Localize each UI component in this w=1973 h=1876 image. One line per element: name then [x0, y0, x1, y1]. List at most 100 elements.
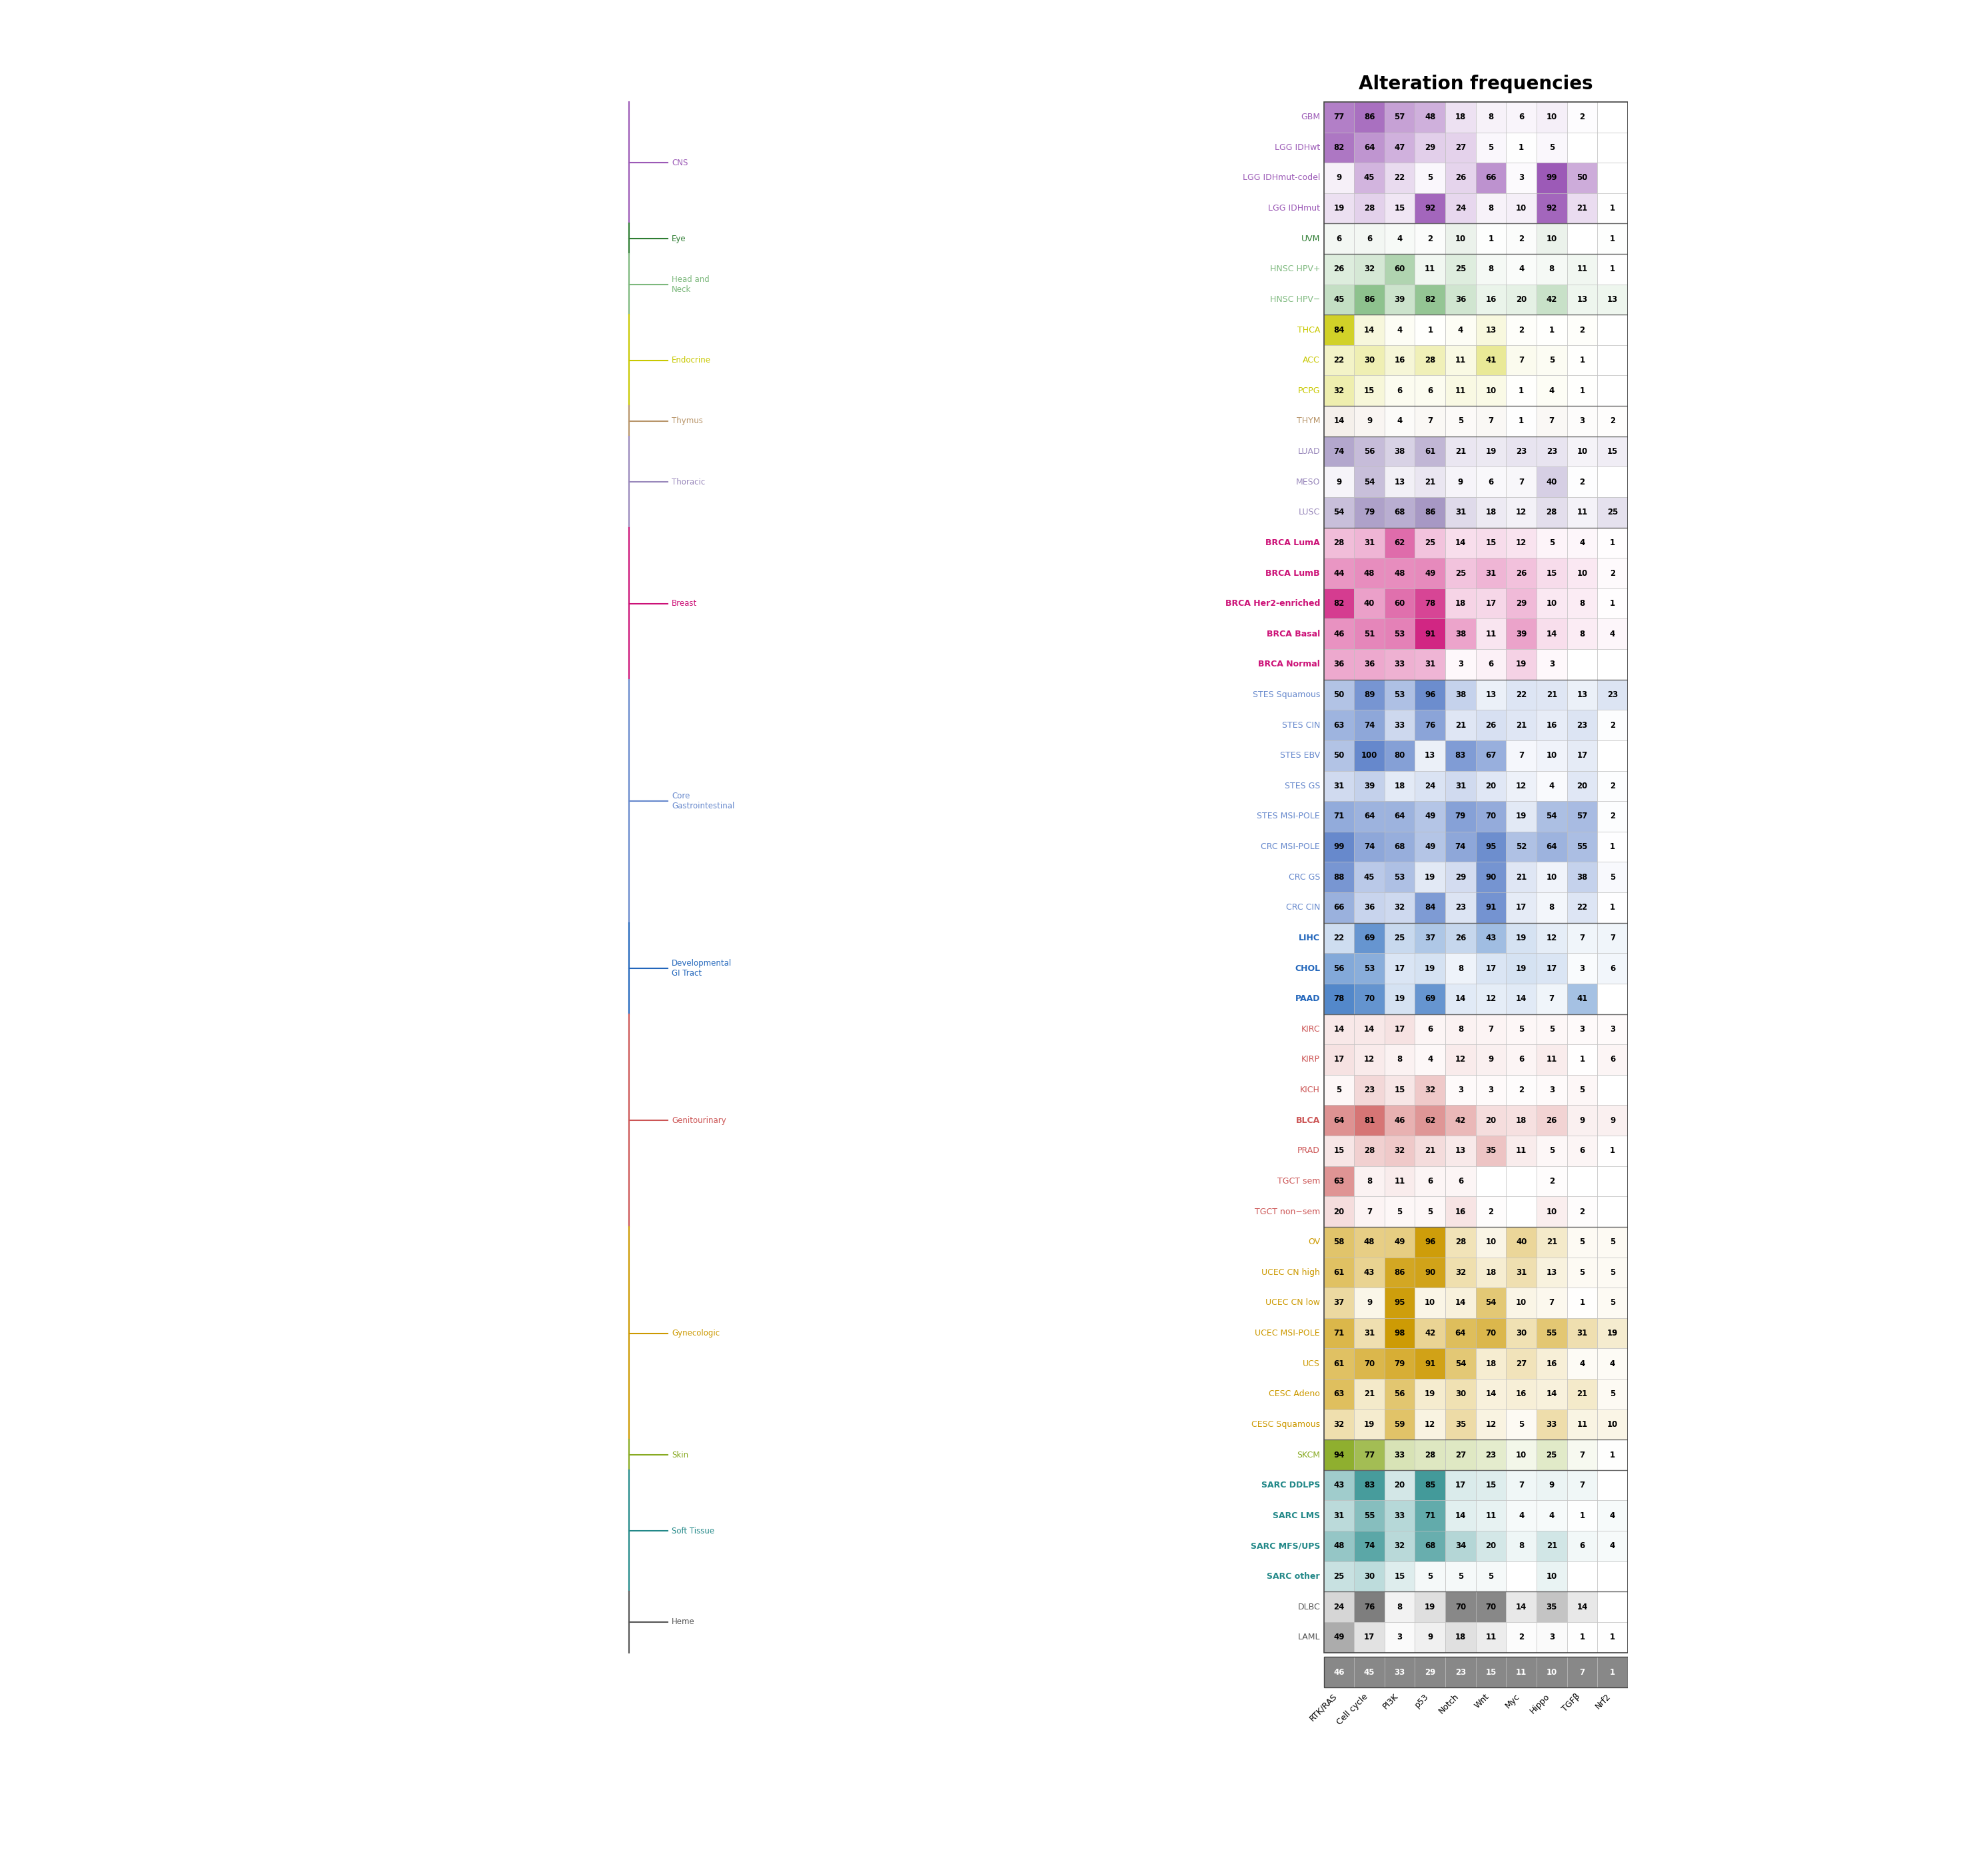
Text: 18: 18 [1486, 508, 1496, 516]
Text: 9: 9 [1367, 416, 1371, 426]
Bar [1324, 983, 1353, 1015]
Text: 28: 28 [1454, 1238, 1466, 1246]
Bar [1353, 1531, 1385, 1561]
Text: 6: 6 [1397, 386, 1403, 396]
Text: 14: 14 [1454, 1298, 1466, 1308]
Bar [1537, 1015, 1567, 1045]
Text: 5: 5 [1549, 538, 1555, 548]
Text: 17: 17 [1515, 902, 1527, 912]
Text: SARC DDLPS: SARC DDLPS [1261, 1480, 1320, 1490]
Bar [1446, 1227, 1476, 1257]
Bar [1598, 649, 1628, 679]
Bar [1505, 315, 1537, 345]
Text: 1: 1 [1580, 386, 1584, 396]
Text: 5: 5 [1610, 872, 1616, 882]
Text: 45: 45 [1334, 295, 1344, 304]
Text: 5: 5 [1426, 1208, 1432, 1216]
Bar [1505, 1045, 1537, 1075]
Bar [1415, 1105, 1446, 1135]
Bar [1598, 953, 1628, 983]
Text: 17: 17 [1395, 964, 1405, 974]
Text: 5: 5 [1426, 1572, 1432, 1581]
Bar [1598, 861, 1628, 893]
Text: 6: 6 [1488, 660, 1494, 668]
Bar [1505, 1135, 1537, 1167]
Text: 54: 54 [1547, 812, 1557, 820]
Bar [1537, 1319, 1567, 1349]
Text: 27: 27 [1456, 143, 1466, 152]
Bar [1537, 923, 1567, 953]
Bar [1353, 315, 1385, 345]
Bar [1446, 1105, 1476, 1135]
Bar [1353, 1319, 1385, 1349]
Text: 5: 5 [1610, 1238, 1616, 1246]
Text: 56: 56 [1363, 446, 1375, 456]
Text: 11: 11 [1486, 1512, 1496, 1520]
Bar [1537, 223, 1567, 253]
Bar [1446, 1531, 1476, 1561]
Text: 4: 4 [1549, 782, 1555, 790]
Text: 10: 10 [1425, 1298, 1436, 1308]
Bar [1567, 679, 1598, 709]
Text: 5: 5 [1397, 1208, 1403, 1216]
Bar [1476, 771, 1505, 801]
Text: 10: 10 [1515, 1450, 1527, 1460]
Bar [1537, 1657, 1567, 1687]
Text: 8: 8 [1519, 1542, 1523, 1550]
Text: 89: 89 [1363, 690, 1375, 700]
Text: 8: 8 [1458, 964, 1464, 974]
Bar [1598, 1657, 1628, 1687]
Bar [1476, 1471, 1505, 1501]
Bar [1415, 1657, 1446, 1687]
Text: 4: 4 [1610, 1512, 1616, 1520]
Text: 21: 21 [1576, 204, 1588, 212]
Text: DLBC: DLBC [1298, 1602, 1320, 1611]
Bar [1598, 741, 1628, 771]
Text: 19: 19 [1486, 446, 1496, 456]
Text: 5: 5 [1578, 1268, 1584, 1278]
Text: 91: 91 [1425, 630, 1436, 638]
Bar [1446, 497, 1476, 527]
Text: LIHC: LIHC [1298, 934, 1320, 942]
Bar [1446, 649, 1476, 679]
Bar [1446, 1439, 1476, 1471]
Text: 4: 4 [1578, 1360, 1584, 1368]
Text: 5: 5 [1336, 1086, 1342, 1094]
Bar [1567, 101, 1598, 133]
Bar [1324, 193, 1353, 223]
Text: 1: 1 [1610, 1146, 1616, 1156]
Text: 5: 5 [1549, 143, 1555, 152]
Text: CRC MSI-POLE: CRC MSI-POLE [1261, 842, 1320, 852]
Text: OV: OV [1308, 1238, 1320, 1246]
Text: 38: 38 [1395, 446, 1405, 456]
Text: 17: 17 [1576, 750, 1588, 760]
Text: 58: 58 [1334, 1238, 1344, 1246]
Bar [1598, 1257, 1628, 1287]
Bar [1415, 223, 1446, 253]
Bar [1446, 163, 1476, 193]
Bar [1385, 1501, 1415, 1531]
Text: 26: 26 [1547, 1116, 1557, 1126]
Text: CHOL: CHOL [1294, 964, 1320, 974]
Bar [1353, 1197, 1385, 1227]
Text: 1: 1 [1519, 386, 1523, 396]
Text: 3: 3 [1580, 416, 1584, 426]
Text: 32: 32 [1395, 1542, 1405, 1550]
Bar [1505, 223, 1537, 253]
Text: Endocrine: Endocrine [671, 356, 710, 364]
Bar [1505, 163, 1537, 193]
Text: 29: 29 [1425, 1668, 1436, 1677]
Text: 74: 74 [1334, 446, 1344, 456]
Bar [1537, 1439, 1567, 1471]
Bar [1567, 1379, 1598, 1409]
Text: RTK/RAS: RTK/RAS [1308, 1692, 1340, 1722]
Bar [1476, 467, 1505, 497]
Bar [1446, 1319, 1476, 1349]
Text: 10: 10 [1576, 446, 1588, 456]
Text: 13: 13 [1608, 295, 1618, 304]
Bar [1598, 405, 1628, 437]
Text: 7: 7 [1580, 1668, 1584, 1677]
Bar [1598, 619, 1628, 649]
Bar [1324, 285, 1353, 315]
Bar [1567, 1227, 1598, 1257]
